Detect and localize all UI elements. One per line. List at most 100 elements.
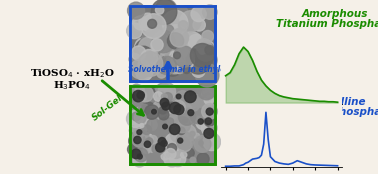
Circle shape (167, 114, 178, 125)
Text: Amorphous: Amorphous (302, 9, 368, 19)
Circle shape (137, 130, 142, 135)
Circle shape (138, 118, 152, 131)
Text: TiOSO$_4$ · xH$_2$O: TiOSO$_4$ · xH$_2$O (30, 68, 114, 80)
Circle shape (164, 150, 180, 167)
Bar (130, 6, 215, 81)
Circle shape (167, 144, 177, 153)
Circle shape (189, 95, 205, 111)
Circle shape (161, 140, 167, 147)
Circle shape (135, 54, 152, 71)
Circle shape (175, 117, 191, 133)
Circle shape (136, 132, 142, 138)
Circle shape (184, 42, 199, 56)
Circle shape (179, 32, 204, 57)
Circle shape (141, 14, 166, 38)
Circle shape (162, 102, 170, 110)
Circle shape (184, 148, 194, 158)
Circle shape (156, 98, 160, 102)
Circle shape (166, 91, 177, 101)
Circle shape (190, 131, 195, 136)
Circle shape (145, 119, 157, 131)
Circle shape (177, 103, 192, 118)
Circle shape (196, 49, 217, 70)
Circle shape (154, 50, 166, 62)
Circle shape (200, 52, 216, 68)
Circle shape (151, 0, 177, 25)
Circle shape (182, 117, 187, 123)
Circle shape (199, 48, 205, 54)
Circle shape (155, 0, 177, 21)
Circle shape (194, 111, 208, 125)
Circle shape (130, 118, 139, 128)
Text: Titanium Phosphate: Titanium Phosphate (276, 107, 378, 117)
Circle shape (132, 21, 149, 37)
Circle shape (188, 110, 194, 116)
Circle shape (129, 133, 146, 149)
Circle shape (188, 34, 203, 50)
Circle shape (171, 49, 194, 72)
Circle shape (207, 127, 216, 136)
Circle shape (131, 84, 142, 95)
Circle shape (170, 126, 187, 143)
Circle shape (192, 64, 205, 77)
Circle shape (170, 151, 186, 167)
Circle shape (185, 96, 200, 112)
Circle shape (132, 46, 146, 60)
Circle shape (141, 102, 156, 117)
Circle shape (136, 136, 142, 142)
Circle shape (203, 152, 210, 159)
Circle shape (159, 106, 167, 114)
Circle shape (177, 132, 194, 149)
Circle shape (161, 153, 169, 160)
Circle shape (169, 102, 181, 114)
Circle shape (191, 44, 214, 67)
Circle shape (133, 16, 147, 30)
Circle shape (138, 52, 163, 76)
Circle shape (158, 85, 169, 96)
Circle shape (141, 29, 167, 54)
Circle shape (146, 138, 153, 145)
Circle shape (127, 110, 144, 127)
Circle shape (165, 55, 184, 74)
Circle shape (179, 125, 196, 142)
Circle shape (136, 64, 153, 81)
Circle shape (178, 21, 188, 30)
Circle shape (152, 109, 156, 114)
Circle shape (203, 5, 217, 19)
Circle shape (143, 87, 155, 99)
Circle shape (205, 45, 214, 55)
Circle shape (158, 109, 169, 120)
Circle shape (181, 41, 191, 51)
Circle shape (189, 49, 199, 59)
Circle shape (169, 124, 180, 135)
Circle shape (198, 82, 215, 100)
Circle shape (149, 136, 157, 144)
Circle shape (159, 94, 175, 110)
Circle shape (127, 144, 139, 155)
Circle shape (136, 116, 150, 131)
Circle shape (149, 145, 156, 152)
Circle shape (155, 6, 164, 14)
Circle shape (129, 53, 141, 65)
Circle shape (201, 120, 217, 136)
Circle shape (130, 59, 150, 79)
Circle shape (196, 39, 211, 54)
Circle shape (163, 142, 169, 148)
Circle shape (175, 6, 188, 19)
Circle shape (202, 86, 214, 98)
X-axis label: Diffraction angle, 2θ/degree: Diffraction angle, 2θ/degree (247, 123, 316, 128)
Circle shape (177, 126, 183, 132)
Circle shape (134, 112, 146, 124)
Circle shape (163, 51, 175, 62)
Bar (130, 86, 215, 164)
Circle shape (158, 83, 175, 100)
Circle shape (172, 100, 183, 111)
Circle shape (146, 106, 161, 121)
Circle shape (204, 93, 212, 101)
Circle shape (132, 133, 141, 142)
Circle shape (177, 137, 189, 149)
Text: Solvothermal in ethylene glycol: Solvothermal in ethylene glycol (128, 65, 264, 73)
Circle shape (175, 91, 190, 105)
Circle shape (167, 110, 184, 128)
Circle shape (170, 29, 189, 47)
